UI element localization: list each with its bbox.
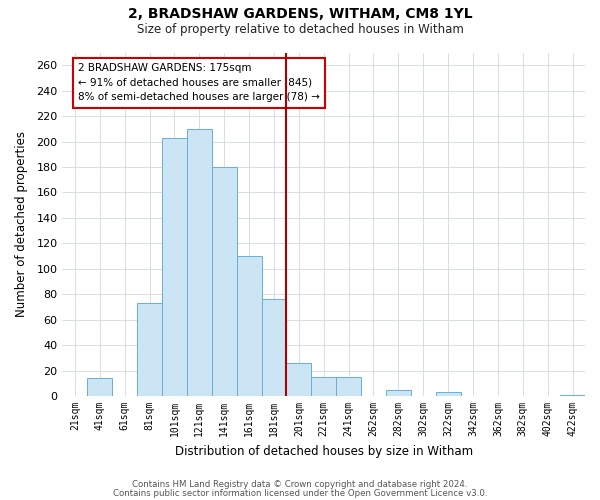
Bar xyxy=(436,392,461,396)
Bar xyxy=(236,256,262,396)
Bar xyxy=(187,129,212,396)
Bar xyxy=(162,138,187,396)
Bar xyxy=(88,378,112,396)
Text: 2 BRADSHAW GARDENS: 175sqm
← 91% of detached houses are smaller (845)
8% of semi: 2 BRADSHAW GARDENS: 175sqm ← 91% of deta… xyxy=(78,63,320,102)
Bar xyxy=(262,300,286,396)
Text: Size of property relative to detached houses in Witham: Size of property relative to detached ho… xyxy=(137,22,463,36)
Bar xyxy=(311,377,336,396)
Text: 2, BRADSHAW GARDENS, WITHAM, CM8 1YL: 2, BRADSHAW GARDENS, WITHAM, CM8 1YL xyxy=(128,8,472,22)
Text: Contains public sector information licensed under the Open Government Licence v3: Contains public sector information licen… xyxy=(113,488,487,498)
Text: Contains HM Land Registry data © Crown copyright and database right 2024.: Contains HM Land Registry data © Crown c… xyxy=(132,480,468,489)
Bar xyxy=(137,303,162,396)
Bar xyxy=(212,167,236,396)
Bar xyxy=(286,363,311,396)
Bar xyxy=(336,377,361,396)
Y-axis label: Number of detached properties: Number of detached properties xyxy=(15,132,28,318)
X-axis label: Distribution of detached houses by size in Witham: Distribution of detached houses by size … xyxy=(175,444,473,458)
Bar xyxy=(386,390,411,396)
Bar xyxy=(560,395,585,396)
